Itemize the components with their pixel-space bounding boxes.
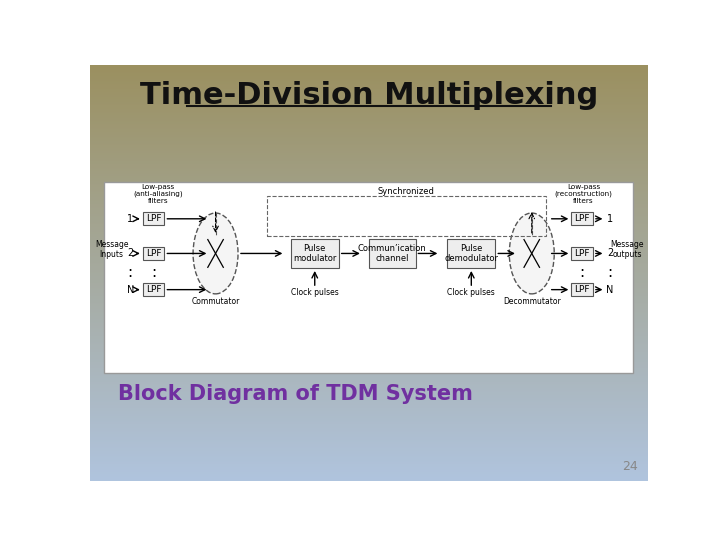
Text: 1: 1 bbox=[607, 214, 613, 224]
Text: Time-Division Multiplexing: Time-Division Multiplexing bbox=[140, 81, 598, 110]
Text: LPF: LPF bbox=[575, 249, 590, 258]
Text: 24: 24 bbox=[622, 460, 638, 473]
Text: Low-pass
(reconstruction)
filters: Low-pass (reconstruction) filters bbox=[554, 184, 613, 205]
Bar bbox=[143, 212, 164, 225]
Bar bbox=[571, 283, 593, 296]
Ellipse shape bbox=[193, 213, 238, 294]
Bar bbox=[104, 182, 632, 373]
Text: Message
outputs: Message outputs bbox=[611, 240, 644, 259]
Text: :: : bbox=[608, 265, 613, 280]
Text: Synchronized: Synchronized bbox=[378, 187, 435, 197]
Text: Commutator: Commutator bbox=[192, 298, 240, 307]
Text: :: : bbox=[151, 265, 156, 280]
Text: Pulse
modulator: Pulse modulator bbox=[293, 244, 336, 263]
Text: 2: 2 bbox=[127, 248, 133, 259]
Bar bbox=[571, 212, 593, 225]
Text: N: N bbox=[127, 285, 134, 295]
Text: 1: 1 bbox=[127, 214, 133, 224]
Ellipse shape bbox=[509, 213, 554, 294]
Bar bbox=[447, 239, 495, 268]
Text: Clock pulses: Clock pulses bbox=[447, 288, 495, 297]
Text: :: : bbox=[580, 265, 585, 280]
Text: Block Diagram of TDM System: Block Diagram of TDM System bbox=[118, 384, 473, 404]
Text: N: N bbox=[606, 285, 613, 295]
Bar bbox=[143, 247, 164, 260]
Text: Pulse
demodulator: Pulse demodulator bbox=[444, 244, 498, 263]
Text: LPF: LPF bbox=[145, 249, 161, 258]
Text: LPF: LPF bbox=[145, 214, 161, 224]
Bar bbox=[143, 283, 164, 296]
Text: Message
Inputs: Message Inputs bbox=[95, 240, 128, 259]
Bar bbox=[571, 247, 593, 260]
Text: 2: 2 bbox=[607, 248, 613, 259]
Text: Decommutator: Decommutator bbox=[503, 298, 561, 307]
Bar bbox=[369, 239, 415, 268]
Text: LPF: LPF bbox=[145, 285, 161, 294]
Text: Low-pass
(anti-aliasing)
filters: Low-pass (anti-aliasing) filters bbox=[133, 184, 183, 205]
Text: LPF: LPF bbox=[575, 285, 590, 294]
Text: :: : bbox=[127, 265, 133, 280]
Text: Commun’ication
channel: Commun’ication channel bbox=[358, 244, 427, 263]
Bar bbox=[291, 239, 339, 268]
Text: Clock pulses: Clock pulses bbox=[291, 288, 338, 297]
Bar bbox=[266, 195, 546, 236]
Text: LPF: LPF bbox=[575, 214, 590, 224]
